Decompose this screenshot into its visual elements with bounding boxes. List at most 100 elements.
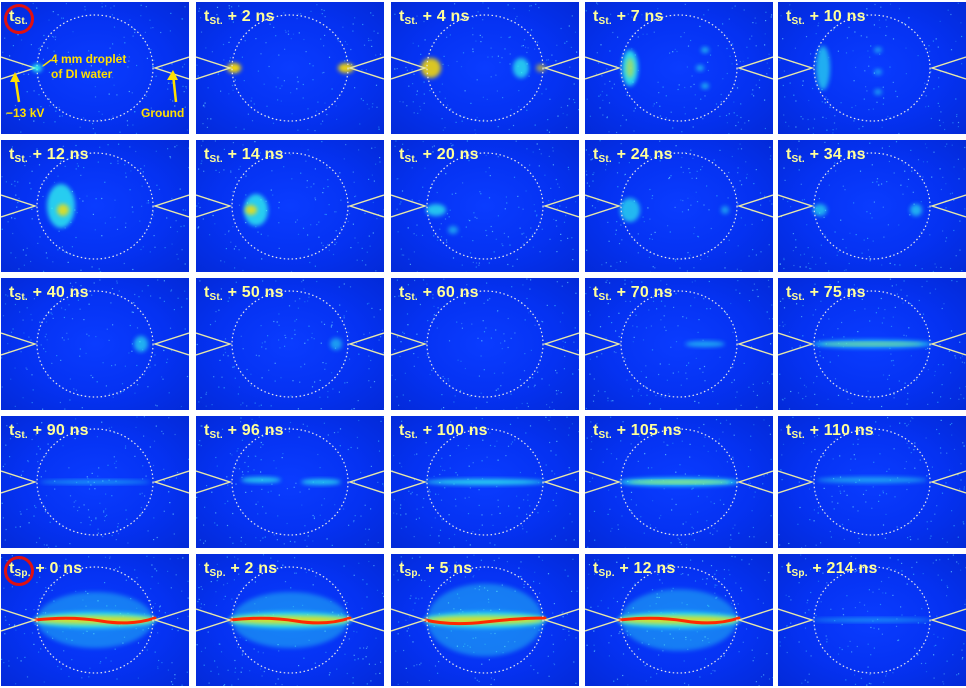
spark-channel	[33, 616, 157, 625]
plasma-glow	[701, 83, 709, 89]
plasma-glow	[910, 204, 922, 216]
left-electrode	[585, 470, 622, 494]
noise-speckle	[196, 4, 382, 132]
frame-panel: tSt. + 50 ns	[196, 278, 384, 410]
plasma-glow	[40, 480, 150, 484]
annotation-arrows	[10, 59, 178, 103]
left-electrode	[778, 608, 815, 632]
frame-panel: tSp. + 0 ns	[1, 554, 189, 686]
frame-panel: tSt. + 75 ns	[778, 278, 966, 410]
frame-label: tSp. + 5 ns	[399, 560, 473, 579]
right-electrode	[929, 470, 966, 494]
right-electrode	[347, 332, 384, 356]
plasma-glow	[134, 336, 148, 352]
frame-label: tSt. + 10 ns	[786, 8, 866, 27]
plasma-glow	[813, 204, 827, 216]
plasma-glow	[629, 480, 729, 484]
frame-panel: tSp. + 214 ns	[778, 554, 966, 686]
droplet-outline	[426, 152, 544, 260]
frame-label: tSt. + 60 ns	[399, 284, 479, 303]
marker-circle	[4, 4, 34, 34]
right-electrode	[542, 194, 579, 218]
frame-label: tSt. + 50 ns	[204, 284, 284, 303]
frame-label: tSp. + 2 ns	[204, 560, 278, 579]
frame-label: tSp. + 0 ns	[9, 560, 83, 579]
droplet-outline	[231, 14, 349, 122]
plasma-glow	[874, 69, 882, 75]
frame-label: tSt. + 12 ns	[9, 146, 89, 165]
left-electrode	[585, 194, 622, 218]
spark-channel	[228, 616, 352, 625]
frame-panel: tSp. + 2 ns	[196, 554, 384, 686]
plasma-glow	[227, 63, 241, 73]
right-electrode	[929, 56, 966, 80]
frame-panel: tSt. + 40 ns	[1, 278, 189, 410]
left-electrode	[778, 194, 815, 218]
frame-label: tSt. + 90 ns	[9, 422, 89, 441]
frame-panel: tSt. + 14 ns	[196, 140, 384, 272]
noise-speckle	[1, 143, 189, 272]
frame-label: tSp. + 12 ns	[593, 560, 676, 579]
noise-speckle	[585, 2, 773, 134]
right-electrode	[152, 56, 189, 80]
frame-panel: tSt. + 7 ns	[585, 2, 773, 134]
noise-speckle	[2, 2, 189, 134]
plasma-glow	[421, 58, 441, 78]
plasma-glow	[536, 64, 546, 72]
left-electrode	[1, 470, 38, 494]
noise-speckle	[585, 140, 773, 272]
plasma-glow	[426, 204, 446, 216]
frame-label: tSt. + 2 ns	[204, 8, 275, 27]
right-electrode	[152, 194, 189, 218]
frame-panel: tSt. + 20 ns	[391, 140, 579, 272]
left-electrode	[196, 194, 233, 218]
frame-label: tSt. + 75 ns	[786, 284, 866, 303]
frame-panel: tSt. + 96 ns	[196, 416, 384, 548]
plasma-glow	[330, 338, 342, 350]
left-electrode	[1, 56, 38, 80]
plasma-glow	[685, 341, 725, 347]
frame-panel: tSp. + 5 ns	[391, 554, 579, 686]
left-electrode	[391, 56, 428, 80]
plasma-glow	[241, 477, 281, 483]
right-electrode	[736, 56, 773, 80]
ground-annotation: Ground	[141, 106, 185, 120]
left-electrode	[391, 608, 428, 632]
noise-speckle	[196, 279, 384, 410]
left-electrode	[196, 332, 233, 356]
right-electrode	[736, 608, 773, 632]
plasma-glow	[874, 89, 882, 95]
noise-speckle	[196, 416, 384, 548]
left-electrode	[585, 332, 622, 356]
right-electrode	[736, 470, 773, 494]
plasma-glow	[822, 342, 922, 346]
droplet-outline	[620, 14, 738, 122]
plasma-glow	[812, 618, 932, 622]
frame-label: tSt. + 7 ns	[593, 8, 664, 27]
frame-label: tSt. + 4 ns	[399, 8, 470, 27]
left-electrode	[1, 332, 38, 356]
plasma-glow	[245, 205, 257, 215]
frame-panel: tSt. + 4 ns	[391, 2, 579, 134]
left-electrode	[391, 332, 428, 356]
left-electrode	[196, 470, 233, 494]
noise-speckle	[778, 416, 965, 548]
frame-label: tSt. + 20 ns	[399, 146, 479, 165]
frame-panel: tSt. + 12 ns	[1, 140, 189, 272]
noise-speckle	[586, 416, 772, 548]
left-electrode	[778, 332, 815, 356]
noise-speckle	[391, 416, 579, 548]
plasma-glow	[32, 64, 42, 72]
left-electrode	[778, 56, 815, 80]
plasma-glow	[448, 226, 458, 234]
frame-label: tSt. + 14 ns	[204, 146, 284, 165]
noise-speckle	[391, 278, 579, 410]
frame-label: tSt. + 96 ns	[204, 422, 284, 441]
right-electrode	[929, 332, 966, 356]
droplet-annotation: 4 mm droplet of DI water	[51, 52, 127, 81]
frame-label: tSt. + 110 ns	[786, 422, 874, 441]
right-electrode	[542, 332, 579, 356]
frame-panel: tSt. + 10 ns	[778, 2, 966, 134]
right-electrode	[152, 608, 189, 632]
